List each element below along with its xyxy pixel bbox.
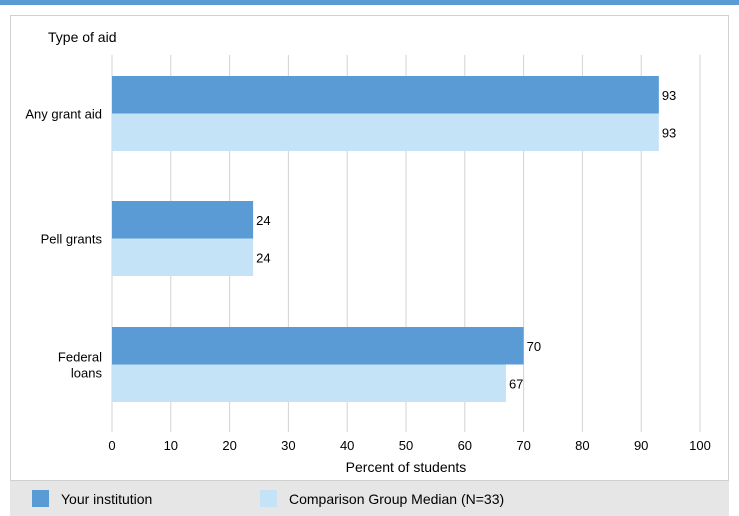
bar [112, 364, 506, 402]
bar [112, 238, 254, 276]
bars [112, 76, 659, 402]
x-tick-label: 50 [399, 438, 413, 453]
bar [112, 113, 659, 151]
category-labels: Any grant aid Pell grants Federal loans [25, 107, 102, 381]
value-label: 93 [662, 88, 676, 103]
legend-item-comparison-group: Comparison Group Median (N=33) [260, 481, 504, 516]
top-accent-rule [0, 0, 739, 5]
category-label: Any grant aid [25, 107, 102, 122]
chart-title: Type of aid [48, 29, 117, 45]
value-label: 24 [256, 213, 270, 228]
value-label: 67 [509, 376, 523, 391]
bar [112, 201, 254, 239]
x-tick-label: 20 [222, 438, 236, 453]
value-labels: 93 93 24 24 70 67 [256, 88, 676, 392]
x-tick-label: 40 [340, 438, 354, 453]
bar [112, 76, 659, 114]
x-axis-label: Percent of students [346, 459, 467, 475]
legend-swatch-comparison-group [260, 490, 277, 507]
x-tick-label: 30 [281, 438, 295, 453]
legend-label: Comparison Group Median (N=33) [289, 490, 505, 507]
legend-label: Your institution [61, 490, 153, 507]
x-tick-label: 90 [634, 438, 648, 453]
x-tick-label: 100 [689, 438, 711, 453]
x-tick-labels: 0 10 20 30 40 50 60 70 80 90 100 [108, 438, 710, 453]
category-label: Pell grants [41, 232, 103, 247]
value-label: 24 [256, 250, 270, 265]
category-label: Federal loans [58, 350, 103, 381]
x-tick-label: 10 [164, 438, 178, 453]
bar [112, 327, 524, 365]
bar-chart: Type of aid 93 93 24 24 70 67 Any grant aid Pe… [25, 29, 710, 475]
x-tick-label: 80 [575, 438, 589, 453]
value-label: 70 [527, 339, 541, 354]
legend: Your institution Comparison Group Median… [10, 481, 729, 516]
legend-swatch-your-institution [32, 490, 49, 507]
x-tick-label: 60 [458, 438, 472, 453]
value-label: 93 [662, 125, 676, 140]
x-tick-label: 70 [516, 438, 530, 453]
x-tick-label: 0 [108, 438, 115, 453]
legend-item-your-institution: Your institution [32, 481, 152, 516]
